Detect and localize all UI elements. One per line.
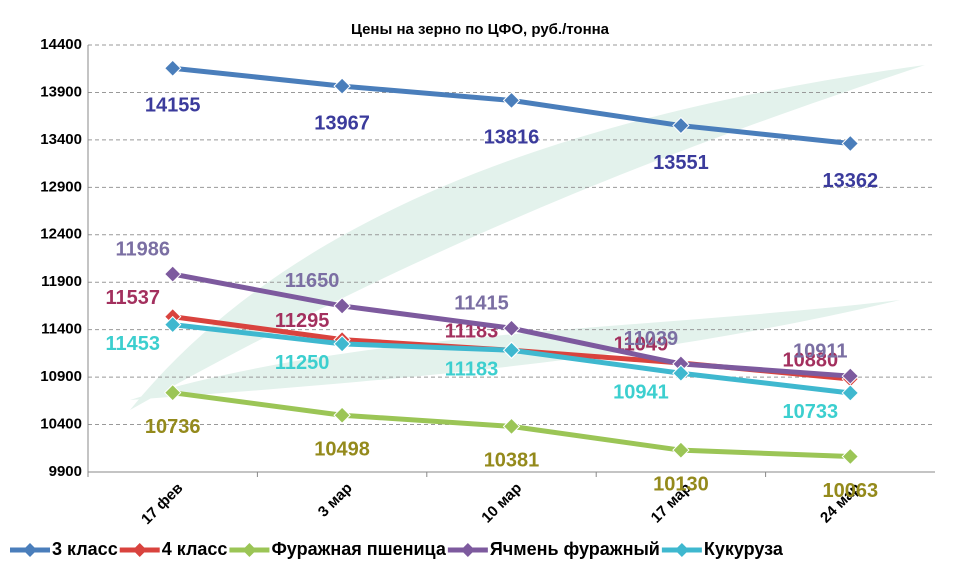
- x-tick-label: 10 мар: [478, 480, 525, 527]
- marker: [333, 335, 351, 353]
- marker: [333, 297, 351, 315]
- marker: [163, 315, 182, 334]
- marker: [672, 364, 690, 382]
- data-label: 11986: [115, 238, 170, 260]
- marker: [163, 59, 182, 77]
- x-tick-label: 3 мар: [315, 480, 356, 521]
- data-label: 10911: [793, 340, 848, 362]
- data-label: 13551: [653, 152, 709, 174]
- data-label: 11039: [624, 328, 679, 350]
- legend-marker: [132, 543, 147, 557]
- marker: [841, 134, 860, 153]
- marker: [333, 77, 351, 95]
- y-tick-label: 13900: [40, 83, 82, 100]
- legend-marker: [242, 543, 257, 557]
- legend-label: Фуражная пшеница: [271, 539, 446, 559]
- data-label: 11250: [275, 352, 330, 374]
- marker: [672, 116, 690, 135]
- data-label: 14155: [145, 95, 201, 117]
- data-label: 11049: [614, 333, 669, 355]
- marker: [502, 417, 521, 436]
- marker: [163, 383, 182, 402]
- legend-marker: [674, 543, 689, 557]
- data-label: 10733: [782, 401, 838, 423]
- marker: [502, 91, 521, 110]
- y-tick-label: 14400: [40, 36, 82, 53]
- data-label: 10941: [613, 382, 669, 404]
- data-label: 10130: [653, 473, 709, 495]
- y-tick-label: 9900: [49, 463, 82, 480]
- legend-label: Кукуруза: [704, 539, 784, 559]
- marker: [502, 341, 521, 359]
- y-tick-label: 10900: [40, 368, 82, 385]
- data-label: 11650: [285, 270, 340, 292]
- y-tick-label: 13400: [40, 131, 82, 148]
- legend-label: 4 класс: [162, 539, 228, 559]
- data-label: 10063: [822, 480, 878, 502]
- legend-marker: [460, 543, 475, 557]
- data-label: 11295: [275, 310, 330, 332]
- data-label: 10498: [314, 439, 370, 461]
- y-tick-label: 12400: [40, 226, 82, 243]
- legend-label: 3 класс: [52, 539, 118, 559]
- marker: [672, 441, 690, 459]
- data-label: 11537: [105, 287, 160, 309]
- x-tick-label: 17 фев: [138, 480, 186, 528]
- data-label: 10736: [145, 416, 201, 438]
- marker: [841, 367, 860, 385]
- chart-title: Цены на зерно по ЦФО, руб./тонна: [351, 21, 610, 38]
- data-label: 13967: [314, 112, 370, 134]
- marker: [502, 319, 521, 337]
- data-label: 11453: [105, 333, 160, 355]
- legend-label: Ячмень фуражный: [490, 539, 660, 559]
- data-label: 11183: [445, 359, 498, 381]
- y-tick-label: 10400: [40, 416, 82, 433]
- marker: [841, 384, 860, 402]
- data-label: 13362: [822, 170, 878, 192]
- marker: [163, 265, 182, 283]
- data-label: 13816: [484, 127, 540, 149]
- data-label: 11415: [454, 293, 509, 315]
- y-tick-label: 11400: [41, 321, 82, 338]
- data-label: 10381: [484, 450, 540, 472]
- y-tick-label: 12900: [40, 178, 82, 195]
- y-tick-label: 11900: [41, 273, 82, 290]
- data-label: 10880: [782, 349, 838, 371]
- marker: [841, 447, 860, 466]
- legend-marker: [23, 543, 37, 557]
- marker: [333, 406, 351, 424]
